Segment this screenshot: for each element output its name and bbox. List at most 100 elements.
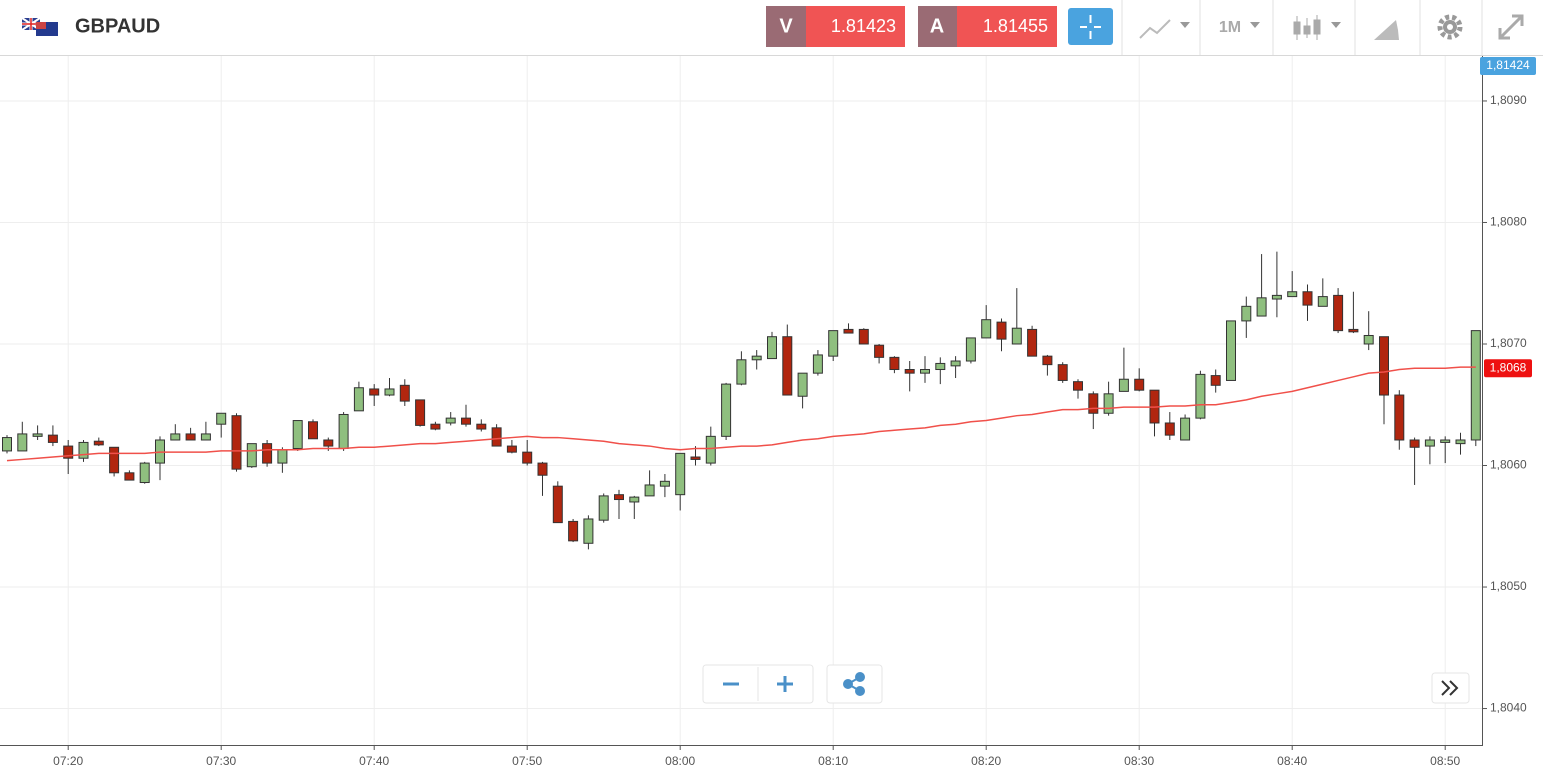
candle-body	[1042, 355, 1053, 366]
candle-body	[430, 423, 441, 430]
candle-body	[782, 336, 793, 396]
ask-label-box[interactable]	[918, 6, 957, 47]
scroll-end-icon[interactable]	[1441, 680, 1459, 696]
candle-body	[1363, 334, 1374, 345]
candle-body	[216, 412, 227, 425]
candle-body	[1379, 336, 1389, 396]
candle-body	[445, 417, 456, 424]
candle-body	[476, 423, 487, 430]
candle-body	[1073, 381, 1083, 391]
candle-body	[843, 328, 854, 334]
candle-body	[277, 449, 288, 464]
share-icon[interactable]	[843, 672, 865, 696]
symbol: GBPAUD	[75, 15, 160, 37]
x-tick-label: 07:50	[512, 754, 542, 768]
draw-icon[interactable]	[1374, 20, 1399, 40]
timeframe[interactable]: 1M	[1219, 19, 1241, 36]
candle-body	[1348, 328, 1359, 333]
bid-label-box[interactable]	[766, 6, 806, 47]
bid-box[interactable]	[806, 6, 905, 47]
candle-body	[950, 360, 961, 367]
candle-body	[583, 518, 594, 544]
y-tick-label: 1,8070	[1490, 336, 1527, 350]
candle-body	[399, 384, 410, 402]
candle-body	[614, 494, 624, 501]
candle-body	[522, 451, 533, 464]
fullscreen-icon[interactable]	[1498, 14, 1524, 40]
candle-body	[537, 462, 548, 476]
candle-body	[1470, 330, 1481, 441]
x-tick-label: 07:20	[53, 754, 83, 768]
candle-body	[705, 435, 716, 464]
candle-body	[369, 388, 380, 396]
x-tick-label: 08:10	[818, 754, 848, 768]
flag	[21, 17, 58, 36]
candle-body	[185, 433, 196, 441]
ask-label[interactable]: A	[930, 15, 944, 37]
candle-body	[200, 433, 211, 441]
candle-body	[139, 462, 150, 484]
candle-body	[1241, 305, 1252, 322]
candle-body	[1180, 417, 1191, 441]
candle-body	[721, 383, 732, 437]
candle-body	[751, 355, 762, 361]
candle-body	[568, 520, 579, 542]
zoom-in[interactable]	[777, 676, 793, 692]
toolbar-dividers	[1121, 0, 1483, 55]
chart-type-icon[interactable]	[1139, 19, 1171, 39]
candle-body	[323, 439, 334, 447]
ask-box[interactable]	[957, 6, 1057, 47]
candle-body	[1302, 291, 1313, 306]
candle-body	[1409, 439, 1420, 448]
candle-body	[47, 434, 58, 443]
ask-price[interactable]: 1.81455	[983, 16, 1048, 36]
candle-body	[690, 456, 701, 460]
last-price-tag	[1480, 57, 1536, 75]
candle-body	[1394, 394, 1405, 441]
candle-body	[1057, 364, 1068, 381]
dropdown-arrow[interactable]	[1180, 22, 1190, 28]
zoom-controls	[702, 664, 1470, 704]
candle-body	[659, 480, 670, 487]
candle-body	[384, 388, 395, 396]
y-tick-label: 1,8060	[1490, 458, 1527, 472]
scroll-end-button[interactable]	[1431, 672, 1470, 704]
y-tick-label: 1,8040	[1490, 701, 1527, 715]
candle-body	[1011, 327, 1022, 345]
settings-icon[interactable]	[1437, 14, 1463, 40]
candle-body	[292, 420, 303, 449]
candle-body	[17, 433, 28, 452]
candle-body	[552, 485, 563, 524]
candle-body	[170, 433, 181, 441]
candles-icon[interactable]	[1293, 15, 1321, 40]
candle-body	[32, 433, 43, 437]
candle-body	[262, 443, 273, 464]
candle-body	[1103, 393, 1114, 414]
bid-label[interactable]: V	[779, 15, 793, 37]
x-tick-label: 07:40	[359, 754, 389, 768]
dropdown-arrow[interactable]	[1250, 22, 1260, 28]
candle-body	[1027, 328, 1038, 357]
candle-body	[920, 369, 930, 374]
candle-body	[246, 443, 257, 468]
ma-price-tag-label: 1,8068	[1490, 360, 1527, 374]
candle-body	[231, 415, 242, 470]
bid-price[interactable]: 1.81423	[831, 16, 896, 36]
dropdown-arrow[interactable]	[1331, 22, 1341, 28]
candle-body	[797, 372, 808, 397]
candle-body	[1210, 375, 1221, 386]
y-tick-label: 1,8080	[1490, 215, 1527, 229]
share-button[interactable]	[826, 664, 883, 704]
candle-body	[1226, 320, 1236, 381]
candle-body	[1271, 294, 1282, 300]
crosshair-button[interactable]	[1068, 8, 1113, 45]
crosshair-icon	[1080, 15, 1101, 39]
candle-body	[629, 496, 640, 503]
x-tick-label: 08:20	[971, 754, 1001, 768]
candle-body	[1440, 439, 1451, 443]
moving-average-line	[6, 366, 1476, 462]
candle-body	[353, 387, 364, 412]
candle-body	[812, 354, 823, 374]
candle-body	[1088, 393, 1099, 414]
candle-body	[109, 446, 120, 474]
